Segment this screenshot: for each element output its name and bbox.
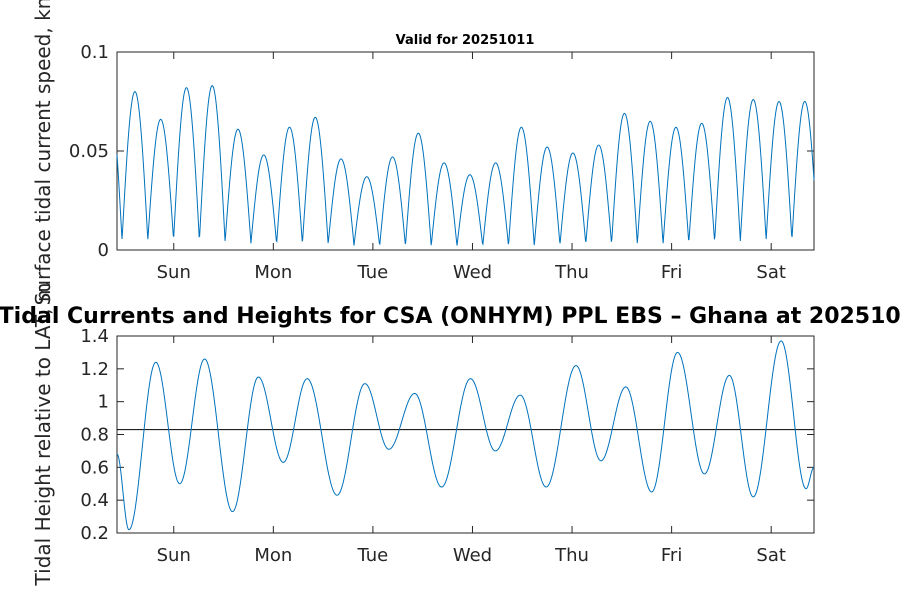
tidal-height-line [116,340,815,531]
height-x-tick-label: Wed [453,545,492,566]
main-figure-title: Tidal Currents and Heights for CSA (ONHY… [0,304,900,329]
tidal-height-chart: 0.2 0.4 0.6 0.8 1 1.2 1.4 Sun Mon Tue Wed Thu Fri Sa… [0,283,900,587]
height-y-tick-label: 0.4 [80,490,109,511]
current-chart-title: Valid for 20251011 [396,33,535,48]
current-plot-frame [116,51,815,251]
current-y-tick-label: 0.1 [80,42,109,63]
height-plot-frame [116,335,815,534]
height-y-tick-label: 1.4 [80,326,109,347]
current-y-tick-label: 0 [98,240,109,261]
height-x-tick-label: Sun [157,545,191,566]
current-x-tick-label: Mon [254,262,292,283]
height-x-ticks: Sun Mon Tue Wed Thu Fri Sat [157,336,786,566]
current-speed-chart: Valid for 20251011 0 0.05 0.1 Sun Mon Tue Wed… [31,0,815,305]
height-y-tick-label: 0.6 [80,457,109,478]
height-y-tick-label: 0.8 [80,425,109,446]
height-x-tick-label: Mon [254,545,292,566]
current-y-tick-label: 0.05 [69,141,109,162]
height-y-tick-label: 0.2 [80,523,109,544]
current-y-axis-label: Surface tidal current speed, kn [31,0,55,305]
height-x-tick-label: Thu [554,545,589,566]
height-x-tick-label: Tue [357,545,389,566]
height-y-tick-label: 1.2 [80,359,109,380]
height-y-axis-label: Tidal Height relative to LAT, m [31,283,55,587]
height-x-tick-label: Fri [661,545,682,566]
current-speed-line [116,85,815,246]
height-y-ticks: 0.2 0.4 0.6 0.8 1 1.2 1.4 [80,326,814,544]
current-x-tick-label: Tue [357,262,389,283]
current-x-tick-label: Thu [554,262,589,283]
current-x-tick-label: Sat [756,262,786,283]
current-x-tick-label: Wed [453,262,492,283]
height-x-tick-label: Sat [756,545,786,566]
current-x-tick-label: Sun [157,262,191,283]
current-y-ticks: 0 0.05 0.1 [69,42,814,261]
height-y-tick-label: 1 [98,392,109,413]
current-x-tick-label: Fri [661,262,682,283]
current-x-ticks: Sun Mon Tue Wed Thu Fri Sat [157,52,786,283]
